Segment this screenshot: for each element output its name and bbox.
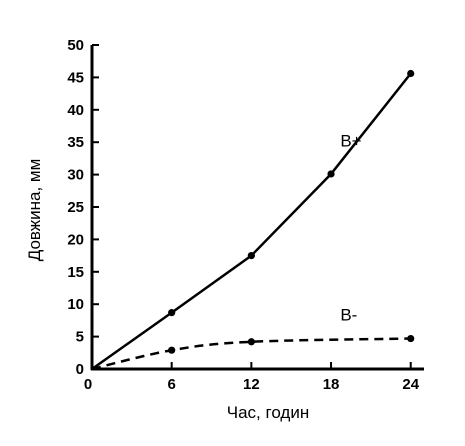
- y-ticks: 0 5 10 15 20 25 30 35 40 45 50: [67, 37, 99, 378]
- data-point-b-minus: [247, 338, 255, 346]
- y-tick-label: 5: [76, 329, 84, 346]
- x-tick-label: 18: [323, 376, 340, 393]
- data-point-b-plus: [327, 170, 335, 178]
- y-tick-label: 45: [67, 69, 84, 86]
- series-line-b-plus: [91, 72, 412, 371]
- y-tick-label: 30: [67, 167, 84, 184]
- data-point-b-minus: [168, 346, 176, 354]
- data-point-b-plus: [247, 252, 255, 260]
- series-layer: B+ B-: [91, 69, 415, 371]
- data-point-b-plus: [168, 309, 176, 317]
- x-tick-label: 0: [84, 376, 92, 393]
- x-tick-label: 6: [168, 376, 176, 393]
- y-tick-label: 25: [67, 199, 84, 216]
- y-tick-label: 50: [67, 37, 84, 54]
- series-label-b-minus: B-: [340, 305, 357, 324]
- x-tick-label: 12: [243, 376, 260, 393]
- data-point-b-plus: [407, 69, 415, 78]
- y-tick-label: 0: [76, 361, 84, 378]
- y-tick-label: 40: [67, 102, 84, 119]
- x-ticks: 0 6 12 18 24: [84, 362, 420, 393]
- plot-area: 0 5 10 15 20 25 30 35 40 45 50 0 6 12 18 24 B+ B-: [67, 37, 424, 393]
- data-point-b-minus: [407, 334, 415, 343]
- y-tick-label: 35: [67, 134, 84, 151]
- y-axis-title: Довжина, мм: [25, 159, 44, 262]
- series-line-b-minus: [91, 337, 411, 371]
- y-tick-label: 10: [67, 296, 84, 313]
- x-tick-label: 24: [402, 376, 419, 393]
- x-axis-title: Час, годин: [227, 403, 309, 422]
- y-tick-label: 15: [67, 264, 84, 281]
- y-tick-label: 20: [67, 231, 84, 248]
- series-label-b-plus: B+: [340, 132, 361, 151]
